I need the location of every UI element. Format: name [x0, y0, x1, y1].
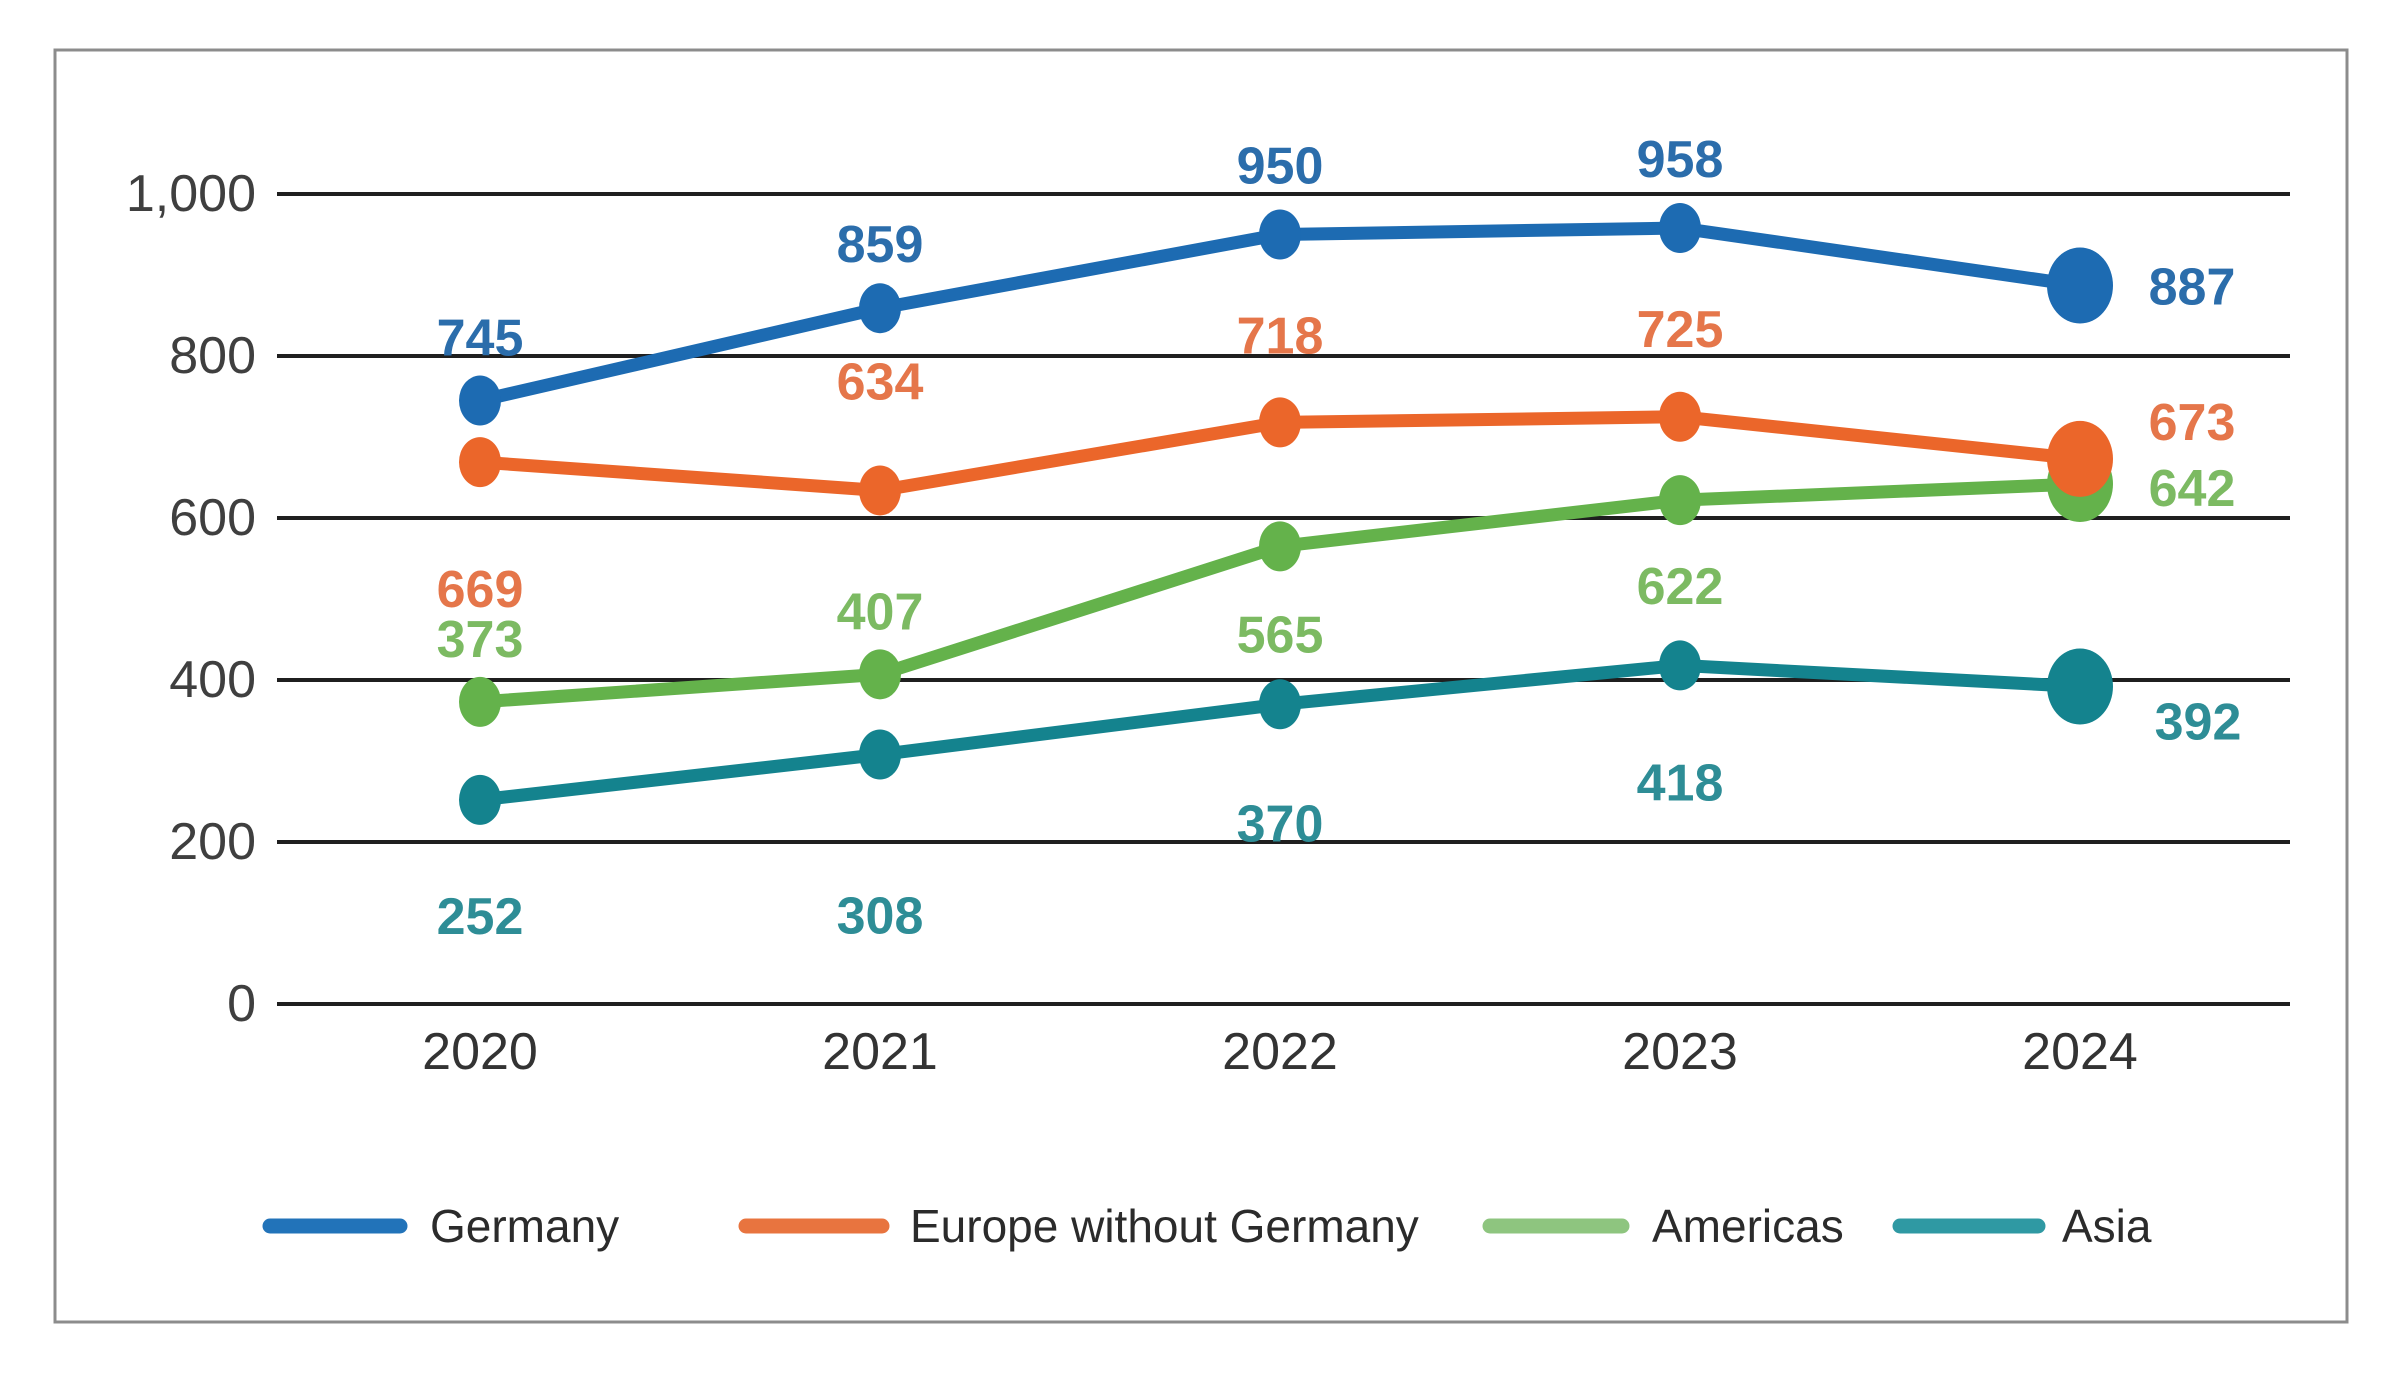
value-label-germany-2020: 745 — [437, 310, 524, 368]
data-point-germany-2024 — [2047, 247, 2113, 324]
data-point-asia-2020 — [459, 774, 501, 825]
legend-item-europe-without-germany: Europe without Germany — [738, 1200, 1419, 1252]
data-point-europe-without-germany-2024 — [2047, 420, 2113, 497]
value-label-germany-2024: 887 — [2149, 259, 2236, 317]
value-label-americas-2024: 642 — [2149, 460, 2236, 518]
value-label-europe-without-germany-2022: 718 — [1237, 307, 1324, 365]
x-axis-tick-label: 2024 — [2022, 1023, 2138, 1081]
y-axis-tick-label: 400 — [169, 651, 256, 709]
y-axis-tick-label: 600 — [169, 489, 256, 547]
data-point-asia-2024 — [2047, 648, 2113, 725]
legend-label-americas: Americas — [1652, 1200, 1844, 1252]
x-axis-labels-group: 2020 2021 2022 2023 2024 — [422, 1023, 2138, 1081]
data-point-asia-2023 — [1659, 640, 1701, 691]
value-labels-group: 745 859 950 958 887 669 634 718 725 673 373 407 565 6… — [437, 131, 2242, 946]
legend-item-germany: Germany — [262, 1200, 619, 1252]
value-label-asia-2020: 252 — [437, 888, 524, 946]
y-axis-tick-label: 1,000 — [126, 165, 256, 223]
value-label-americas-2022: 565 — [1237, 606, 1324, 664]
data-point-asia-2022 — [1259, 679, 1301, 730]
legend-label-germany: Germany — [430, 1200, 619, 1252]
y-axis-tick-label: 800 — [169, 327, 256, 385]
value-label-europe-without-germany-2024: 673 — [2149, 394, 2236, 452]
legend-label-europe-without-germany: Europe without Germany — [910, 1200, 1419, 1252]
data-point-germany-2023 — [1659, 203, 1701, 254]
value-label-europe-without-germany-2023: 725 — [1637, 301, 1724, 359]
data-point-europe-without-germany-2023 — [1659, 391, 1701, 442]
x-axis-tick-label: 2023 — [1622, 1023, 1738, 1081]
data-point-europe-without-germany-2020 — [459, 437, 501, 488]
x-axis-tick-label: 2022 — [1222, 1023, 1338, 1081]
data-point-americas-2022 — [1259, 521, 1301, 572]
series-group — [459, 203, 2113, 825]
x-axis-tick-label: 2020 — [422, 1023, 538, 1081]
value-label-asia-2021: 308 — [837, 888, 924, 946]
value-label-germany-2022: 950 — [1237, 138, 1324, 196]
x-axis-tick-label: 2021 — [822, 1023, 938, 1081]
value-label-americas-2021: 407 — [837, 583, 924, 641]
data-point-europe-without-germany-2021 — [859, 465, 901, 516]
y-axis-tick-label: 200 — [169, 813, 256, 871]
data-point-germany-2020 — [459, 375, 501, 426]
value-label-europe-without-germany-2021: 634 — [837, 353, 924, 411]
value-label-germany-2021: 859 — [837, 216, 924, 274]
data-point-americas-2020 — [459, 676, 501, 727]
legend-item-asia: Asia — [1892, 1200, 2152, 1252]
value-label-europe-without-germany-2020: 669 — [437, 561, 524, 619]
data-point-americas-2023 — [1659, 475, 1701, 526]
data-point-germany-2021 — [859, 283, 901, 334]
legend-item-americas: Americas — [1482, 1200, 1844, 1252]
legend-label-asia: Asia — [2062, 1200, 2152, 1252]
value-label-asia-2022: 370 — [1237, 795, 1324, 853]
y-axis-tick-label: 0 — [227, 975, 256, 1033]
legend-row: Germany Europe without Germany Americas Asi… — [262, 1200, 2152, 1252]
value-label-americas-2023: 622 — [1637, 558, 1724, 616]
gridlines-group: 1,000 800 600 400 200 0 — [126, 165, 2290, 1033]
data-point-americas-2021 — [859, 649, 901, 700]
value-label-americas-2020: 373 — [437, 611, 524, 669]
value-label-asia-2024: 392 — [2155, 693, 2242, 751]
value-label-germany-2023: 958 — [1637, 131, 1724, 189]
data-point-europe-without-germany-2022 — [1259, 397, 1301, 448]
data-point-asia-2021 — [859, 729, 901, 780]
data-point-germany-2022 — [1259, 209, 1301, 260]
value-label-asia-2023: 418 — [1637, 754, 1724, 812]
